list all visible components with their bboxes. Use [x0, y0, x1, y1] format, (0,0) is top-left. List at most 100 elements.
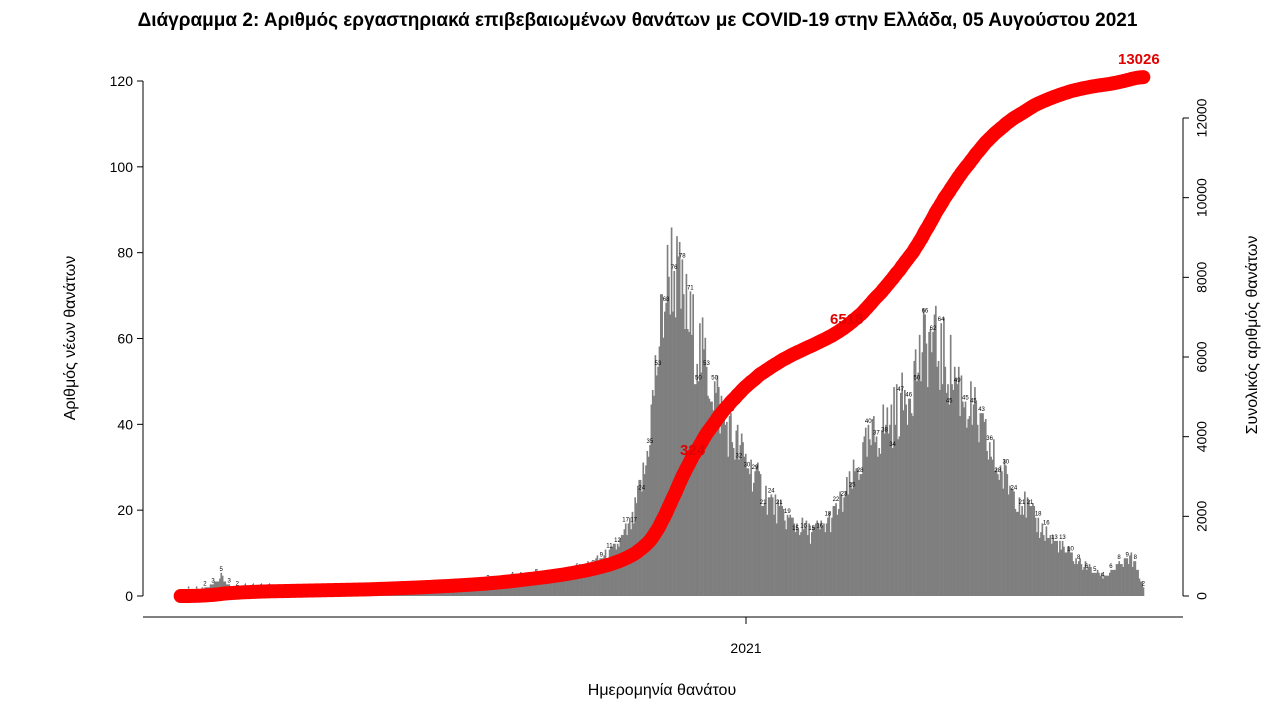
daily-bar: [638, 479, 641, 596]
daily-bar: [1117, 564, 1119, 596]
daily-bar: [703, 349, 705, 596]
daily-bar: [813, 526, 816, 596]
daily-bar: [893, 387, 895, 596]
daily-bar: [999, 465, 1002, 596]
daily-bar: [1133, 561, 1135, 596]
y2-tick-label: 2000: [1194, 501, 1210, 532]
daily-bar: [1038, 537, 1041, 596]
daily-bar: [678, 241, 681, 597]
daily-bar: [982, 413, 984, 596]
bar-value-label: 15: [792, 526, 799, 532]
daily-bar: [1067, 546, 1069, 596]
daily-bar: [575, 566, 577, 596]
daily-bar: [909, 398, 912, 596]
daily-bar: [874, 442, 876, 596]
bar-value-label: 17: [622, 517, 629, 523]
daily-bar: [658, 346, 661, 596]
daily-bar: [1005, 465, 1007, 596]
daily-bar: [883, 433, 886, 596]
daily-bar: [920, 381, 922, 596]
daily-bar: [537, 578, 539, 596]
daily-bar: [922, 308, 925, 596]
daily-bar: [1088, 564, 1091, 596]
daily-bar: [1142, 587, 1145, 596]
daily-bar: [936, 366, 939, 596]
daily-bar: [997, 474, 999, 596]
daily-bar: [798, 535, 801, 596]
daily-bar: [817, 523, 820, 596]
daily-bar: [914, 349, 917, 596]
bar-value-label: 29: [752, 465, 759, 471]
daily-bar: [491, 584, 494, 596]
daily-bar: [851, 488, 854, 596]
daily-bar: [843, 497, 845, 596]
daily-bar: [979, 413, 982, 596]
y2-axis-title: Συνολικός αριθμός θανάτων: [1244, 236, 1261, 435]
daily-bar: [1041, 523, 1044, 596]
daily-bar: [1126, 558, 1129, 596]
bar-value-label: 30: [744, 462, 751, 468]
daily-bar: [646, 450, 649, 596]
daily-bar: [891, 448, 894, 596]
daily-bar: [519, 578, 522, 596]
daily-bar: [561, 575, 564, 596]
bar-value-label: 25: [849, 483, 856, 489]
daily-bar: [550, 575, 553, 596]
daily-bar: [941, 384, 944, 596]
bar-value-label: 3: [228, 578, 232, 584]
daily-bar: [1130, 552, 1133, 596]
daily-bar: [1106, 575, 1108, 596]
daily-bar: [939, 389, 941, 596]
daily-bar: [716, 375, 719, 596]
y2-tick-label: 0: [1194, 592, 1210, 600]
daily-bar: [812, 526, 814, 596]
daily-bar: [727, 456, 730, 596]
daily-bar: [1045, 526, 1048, 596]
daily-bar: [998, 479, 1001, 596]
daily-bar: [758, 471, 761, 596]
daily-bar: [895, 384, 898, 596]
daily-bar: [708, 398, 711, 596]
daily-bar: [451, 590, 453, 596]
y-tick-label: 20: [117, 502, 133, 518]
daily-bar: [541, 575, 543, 596]
daily-bar: [846, 477, 848, 596]
daily-bar: [1134, 561, 1137, 596]
daily-bar: [1060, 549, 1063, 596]
daily-bar: [723, 413, 725, 596]
daily-bar: [651, 389, 654, 596]
daily-bar: [862, 442, 864, 596]
daily-bar: [956, 384, 959, 596]
daily-bar: [595, 558, 597, 596]
bar-value-label: 18: [1035, 512, 1042, 518]
daily-bar: [564, 569, 566, 596]
daily-bar: [983, 421, 986, 596]
bar-value-label: 8: [1134, 555, 1138, 561]
bar-value-label: 5: [1093, 567, 1097, 573]
daily-bar: [479, 587, 481, 596]
daily-bar: [735, 430, 738, 596]
daily-bar: [592, 566, 595, 596]
daily-bar: [1087, 566, 1090, 596]
daily-bar: [557, 575, 560, 596]
daily-bar: [1096, 569, 1099, 596]
daily-bar: [746, 468, 748, 596]
daily-bar: [901, 372, 903, 596]
daily-bar: [1108, 572, 1111, 596]
daily-bar: [906, 424, 909, 596]
daily-bar: [1006, 474, 1009, 596]
bar-value-label: 18: [824, 512, 831, 518]
daily-bar: [603, 555, 605, 596]
daily-bar: [837, 508, 840, 596]
daily-bar: [759, 474, 762, 596]
daily-bar: [602, 558, 604, 596]
daily-bar: [782, 508, 785, 596]
daily-bar: [1046, 537, 1049, 596]
daily-bar: [680, 308, 682, 596]
daily-bar: [816, 520, 819, 596]
daily-bar: [472, 587, 475, 596]
daily-bar: [699, 323, 701, 596]
daily-bar: [1119, 564, 1122, 596]
daily-bar: [589, 564, 592, 596]
daily-bar: [546, 575, 549, 596]
